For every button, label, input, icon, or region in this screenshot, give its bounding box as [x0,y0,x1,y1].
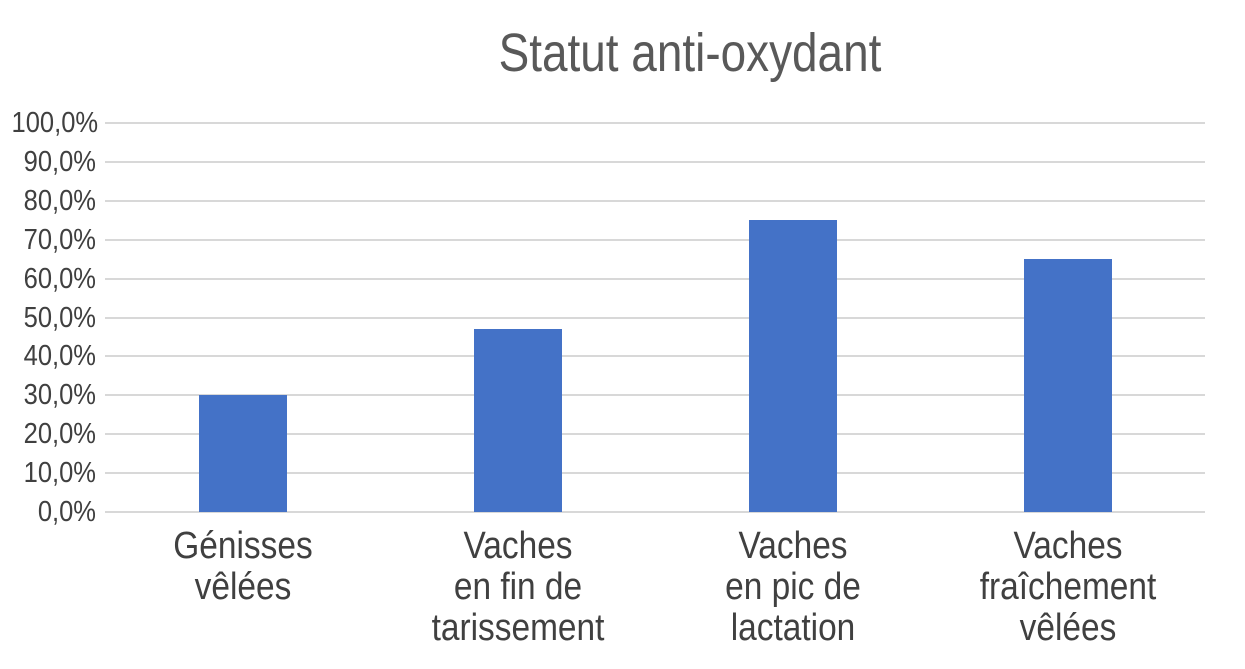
gridline [105,355,1205,358]
y-axis-tick-label: 50,0% [23,301,96,334]
gridline [105,238,1205,241]
y-axis-tick-label: 30,0% [23,379,96,412]
gridline [105,199,1205,202]
y-axis-tick-label: 40,0% [23,340,96,373]
y-axis-tick-label: 0,0% [37,496,96,528]
x-axis-category-label: Vaches fraîchement vêlées [979,525,1156,650]
chart-title: Statut anti-oxydant [498,23,882,83]
gridline [105,160,1205,163]
gridline [105,277,1205,280]
bar-1 [198,395,287,512]
x-axis-category-label: Vaches en fin de tarissement [431,525,604,650]
x-axis-category-label: Vaches en pic de lactation [724,525,861,650]
x-axis-category-label: Génisses vêlées [172,525,313,609]
y-axis-tick-label: 70,0% [23,223,96,256]
y-axis-tick-label: 100,0% [11,107,99,139]
bar-2 [473,329,562,512]
gridline [105,122,1205,124]
gridline [105,472,1205,475]
bar-3 [748,220,837,512]
gridline [105,511,1205,513]
y-axis-tick-label: 60,0% [23,262,96,295]
gridline [105,394,1205,397]
y-axis-tick-label: 90,0% [23,145,96,178]
y-axis-tick-label: 10,0% [23,457,96,490]
bar-4 [1023,259,1112,512]
gridline [105,433,1205,436]
gridline [105,316,1205,319]
y-axis-tick-label: 80,0% [23,184,96,217]
y-axis-tick-label: 20,0% [23,418,96,451]
